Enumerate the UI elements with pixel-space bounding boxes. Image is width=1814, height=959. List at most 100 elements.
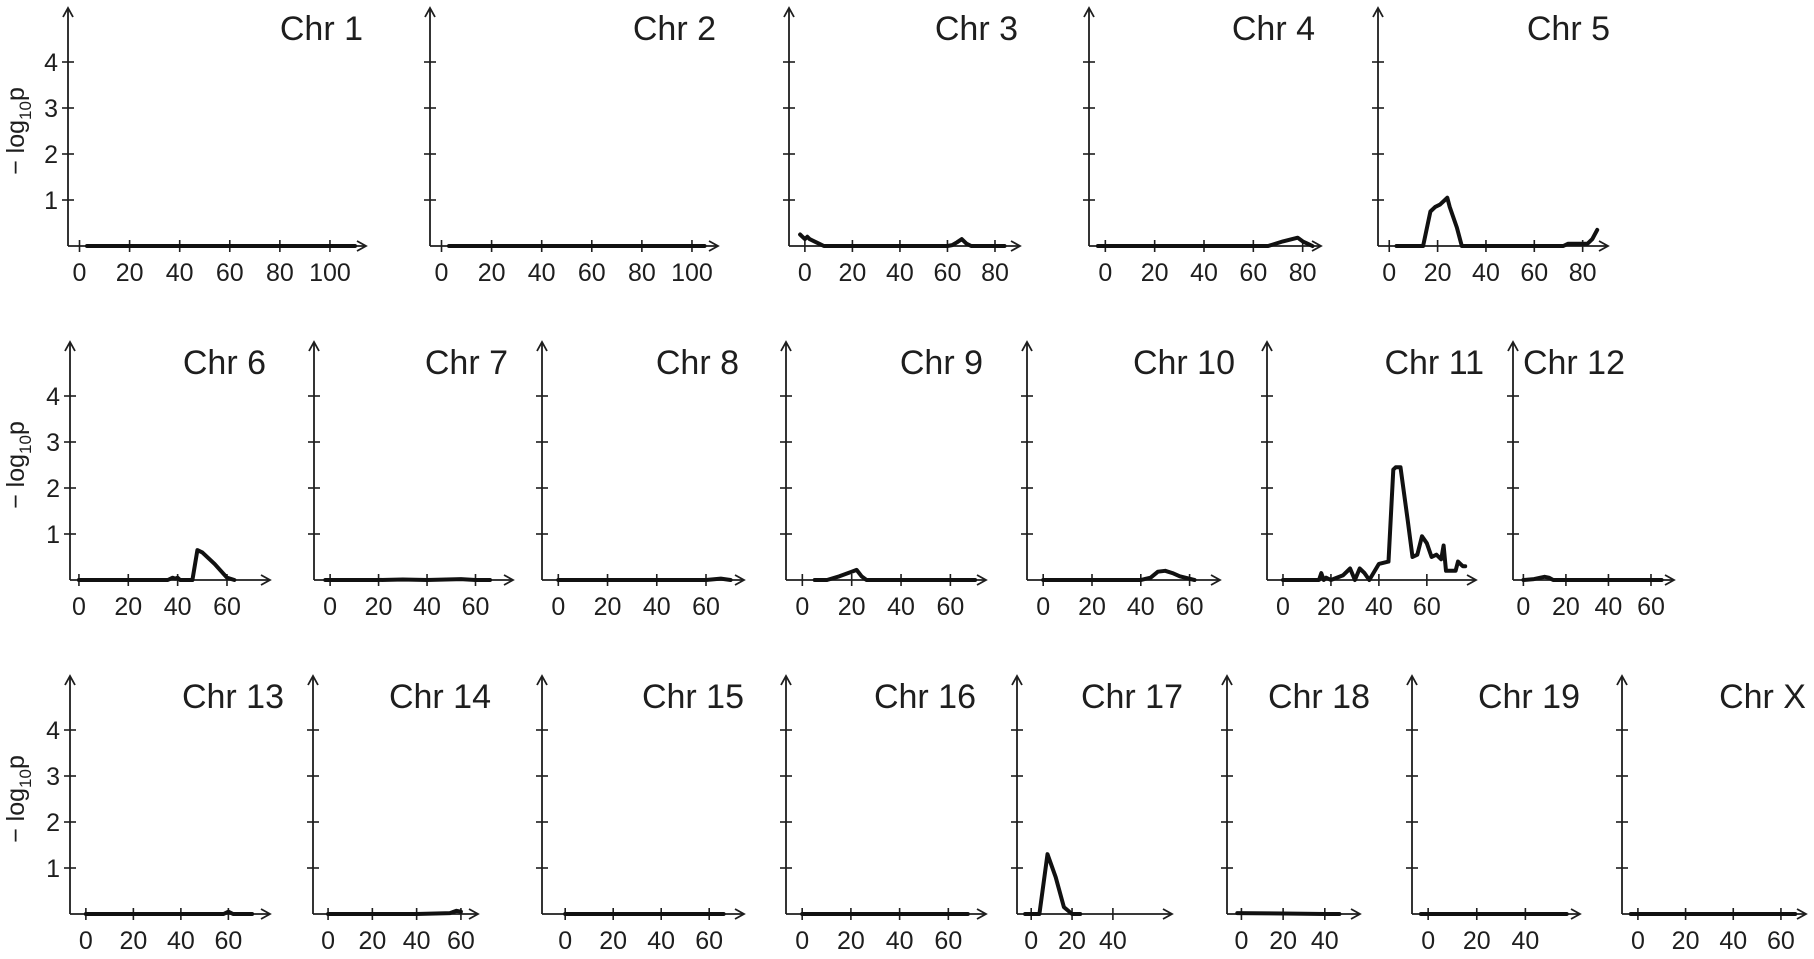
series-line [1521,574,1664,582]
x-tick-label: 60 [934,927,962,955]
x-tick-label: 20 [1269,927,1297,955]
chart-title: Chr 16 [874,678,976,716]
chart-title: Chr 18 [1268,678,1370,716]
series-line [812,567,978,582]
chart-title: Chr 8 [656,344,739,382]
series-line [556,576,733,582]
y-axis-arrow-icon [62,6,74,18]
y-tick-label: 2 [46,809,60,837]
chart-panel-chr-x: 0 20 40 60 Chr X [1616,674,1808,955]
x-tick-label: 0 [1234,927,1248,955]
x-axis-arrow-icon [1210,574,1222,586]
x-axis-arrow-icon [1598,240,1610,252]
chart-panel-chr-3: 0 20 40 60 80 Chr 3 [783,6,1022,287]
y-axis-arrow-icon [1507,340,1519,352]
x-tick-label: 60 [213,593,241,621]
x-tick-label: 40 [1099,927,1127,955]
x-tick-label: 20 [839,259,867,287]
x-tick-label: 40 [167,927,195,955]
x-axis-arrow-icon [976,574,988,586]
y-axis-arrow-icon [307,674,319,686]
series-line [1041,568,1197,582]
x-tick-label: 60 [1413,593,1441,621]
x-tick-label: 20 [1672,927,1700,955]
x-axis-arrow-icon [260,574,272,586]
chart-title: Chr 1 [280,10,363,48]
series-line [323,577,492,582]
x-tick-label: 60 [695,927,723,955]
y-axis-arrow-icon [1011,674,1023,686]
y-axis-label: − log10p [2,755,35,843]
x-axis-arrow-icon [734,908,746,920]
x-tick-label: 40 [886,259,914,287]
series-line [1394,195,1600,248]
x-tick-label: 60 [936,593,964,621]
x-tick-label: 0 [1516,593,1530,621]
x-axis-arrow-icon [503,574,515,586]
x-tick-label: 40 [1190,259,1218,287]
x-tick-label: 40 [166,259,194,287]
x-tick-label: 20 [1058,927,1086,955]
x-tick-label: 0 [1421,927,1435,955]
chart-title: Chr 17 [1081,678,1183,716]
chart-panel-chr-11: 0 20 40 60 Chr 11 [1261,340,1484,621]
x-axis-arrow-icon [356,240,368,252]
x-tick-label: 20 [1141,259,1169,287]
chart-panel-chr-16: 0 20 40 60 Chr 16 [780,674,988,955]
x-axis-arrow-icon [734,574,746,586]
y-axis-arrow-icon [536,340,548,352]
chart-panel-chr-4: 0 20 40 60 80 Chr 4 [1083,6,1323,287]
x-tick-label: 0 [1036,593,1050,621]
chart-title: Chr 5 [1527,10,1610,48]
y-axis-arrow-icon [308,340,320,352]
x-tick-label: 60 [216,259,244,287]
series-line [1235,911,1342,916]
x-tick-label: 60 [578,259,606,287]
y-axis-arrow-icon [424,6,436,18]
x-axis-arrow-icon [1162,908,1174,920]
chart-panel-chr-19: 0 20 40 Chr 19 [1406,674,1582,955]
y-axis-arrow-icon [1021,340,1033,352]
x-tick-label: 0 [321,927,335,955]
x-tick-label: 20 [837,927,865,955]
x-tick-label: 0 [551,593,565,621]
x-tick-label: 40 [413,593,441,621]
x-tick-label: 40 [1311,927,1339,955]
y-axis-arrow-icon [1372,6,1384,18]
x-tick-label: 20 [1463,927,1491,955]
chart-panel-chr-7: 0 20 40 60 Chr 7 [308,340,515,621]
x-tick-label: 80 [628,259,656,287]
x-tick-label: 20 [358,927,386,955]
y-axis-arrow-icon [1083,6,1095,18]
chart-panel-chr-17: 0 20 40 Chr 17 [1011,674,1183,955]
x-tick-label: 60 [934,259,962,287]
x-tick-label: 20 [478,259,506,287]
chart-title: Chr 15 [642,678,744,716]
x-tick-label: 40 [647,927,675,955]
y-axis-label: − log10p [2,87,35,175]
x-tick-label: 0 [558,927,572,955]
series-line [1281,465,1468,582]
chart-panel-chr-18: 0 20 40 Chr 18 [1221,674,1370,955]
x-tick-label: 0 [1382,259,1396,287]
x-tick-label: 80 [1289,259,1317,287]
x-tick-label: 0 [1098,259,1112,287]
x-axis-arrow-icon [1010,240,1022,252]
y-axis-label: − log10p [2,421,35,509]
chart-title: Chr X [1719,678,1806,716]
chart-title: Chr 7 [425,344,508,382]
x-tick-label: 100 [309,259,351,287]
y-tick-label: 4 [46,383,60,411]
x-tick-label: 40 [887,593,915,621]
series-line [1095,235,1315,248]
x-tick-label: 0 [73,259,87,287]
chart-panel-chr-8: 0 20 40 60 Chr 8 [536,340,746,621]
x-axis-arrow-icon [1570,908,1582,920]
chart-title: Chr 9 [900,344,983,382]
x-tick-label: 40 [643,593,671,621]
chart-title: Chr 12 [1523,344,1625,382]
y-tick-label: 3 [46,429,60,457]
